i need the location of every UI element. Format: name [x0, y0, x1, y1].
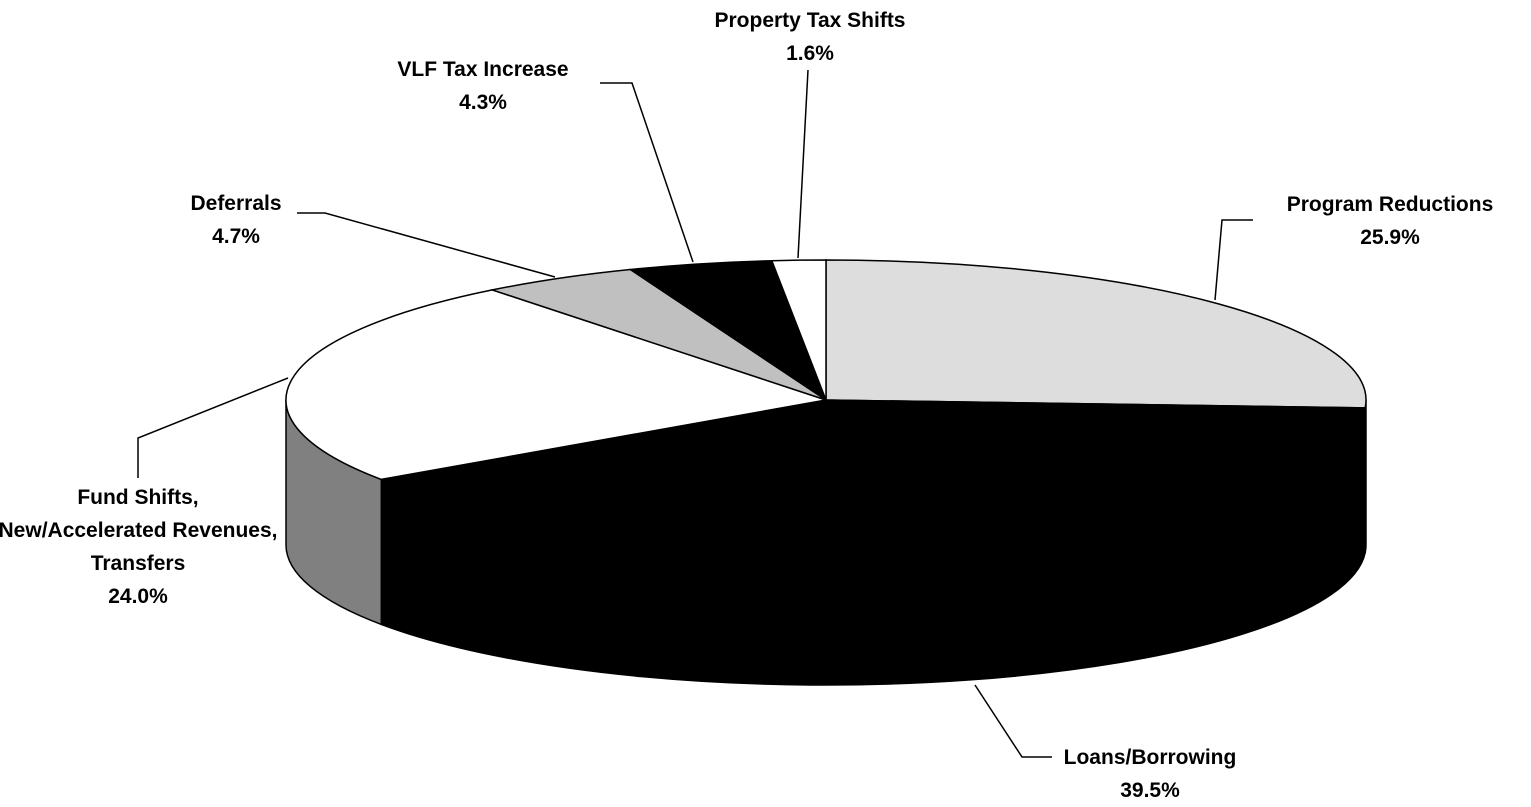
pie-slice	[285, 289, 827, 481]
slice-label: Program Reductions 25.9%	[1240, 188, 1531, 254]
leader-line	[137, 377, 289, 478]
slice-label: Fund Shifts, New/Accelerated Revenues, T…	[0, 481, 278, 613]
leader-line	[1214, 219, 1253, 301]
category-label: Property Tax Shifts	[714, 9, 906, 32]
category-label: Program Reductions	[1286, 193, 1494, 216]
pie-slice	[489, 268, 827, 401]
pie-slice	[770, 259, 827, 401]
category-label: VLF Tax Increase	[397, 58, 569, 81]
slice-label: Deferrals 4.7%	[166, 187, 306, 253]
pie-slice	[825, 259, 1367, 409]
leader-line	[600, 82, 694, 263]
value-label: 1.6%	[786, 42, 834, 65]
leader-line	[297, 212, 556, 278]
value-label: 4.7%	[212, 225, 260, 248]
slice-label: Loans/Borrowing 39.5%	[1030, 741, 1270, 807]
value-label: 25.9%	[1360, 226, 1420, 249]
category-label: Deferrals	[190, 192, 282, 215]
slice-label: VLF Tax Increase 4.3%	[363, 53, 603, 119]
category-label: Loans/Borrowing	[1063, 746, 1237, 769]
leader-line	[974, 684, 1052, 758]
category-label: Fund Shifts, New/Accelerated Revenues, T…	[0, 486, 278, 575]
value-label: 24.0%	[108, 585, 168, 608]
value-label: 4.3%	[459, 91, 507, 114]
leader-line	[797, 69, 809, 259]
pie-slice	[378, 399, 1367, 541]
slice-label: Property Tax Shifts 1.6%	[680, 4, 940, 70]
